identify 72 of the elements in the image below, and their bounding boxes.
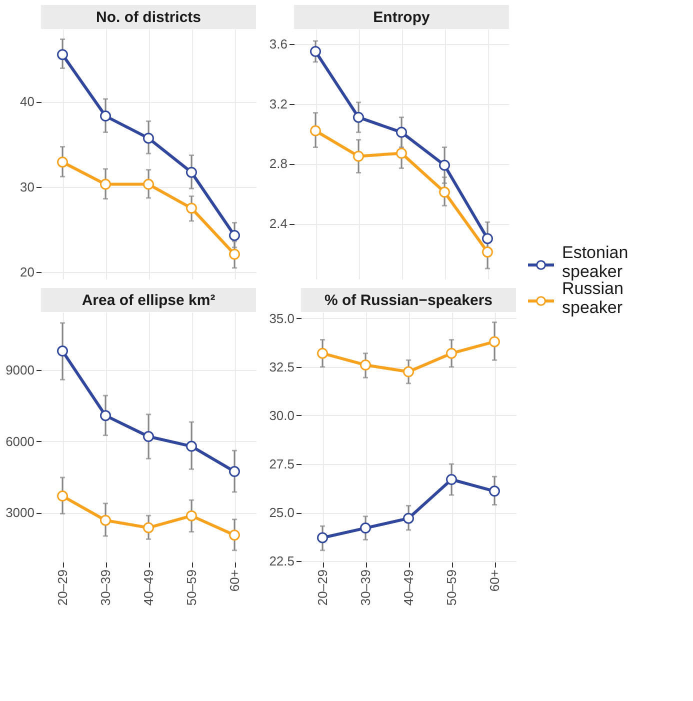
x-tick-label: 30–39: [98, 570, 113, 606]
x-tick-label: 60+: [487, 570, 502, 592]
point: [57, 156, 68, 168]
y-tick-label: 2.4: [269, 216, 288, 232]
x-tick-label: 50–59: [184, 570, 199, 606]
x-tick-label: 30–39: [358, 570, 373, 606]
y-tick-label: 3.2: [269, 96, 288, 112]
y-tick-label: 35.0: [269, 310, 294, 326]
point: [317, 532, 328, 544]
point: [143, 132, 154, 144]
y-tick-label: 6000: [6, 434, 34, 449]
point: [482, 233, 493, 244]
chart-title: Entropy: [373, 9, 430, 26]
x-tick-label: 20–29: [55, 570, 70, 606]
point: [100, 514, 111, 526]
point: [360, 360, 371, 370]
point: [396, 148, 407, 159]
y-tick-label: 30.0: [269, 408, 294, 423]
point: [229, 230, 240, 241]
point: [310, 125, 321, 136]
point: [353, 150, 364, 162]
point: [100, 110, 111, 122]
point: [143, 522, 154, 534]
point: [489, 486, 500, 497]
point: [57, 49, 68, 60]
y-tick-label: 20: [20, 264, 34, 280]
point: [439, 186, 450, 198]
point: [229, 530, 240, 541]
point: [57, 346, 68, 357]
y-tick-label: 3.6: [269, 36, 288, 52]
legend-label: Estonian speaker: [562, 243, 628, 281]
point: [100, 410, 111, 422]
y-tick-label: 27.5: [269, 456, 294, 472]
y-tick-label: 30: [20, 179, 34, 194]
chart-title: Area of ellipse km²: [82, 292, 216, 309]
x-tick-label: 40–49: [401, 570, 416, 606]
point: [353, 112, 364, 123]
y-tick-label: 3000: [6, 505, 34, 520]
y-tick-label: 2.8: [269, 156, 288, 172]
x-tick-label: 50–59: [444, 570, 459, 606]
point: [446, 348, 457, 359]
y-tick-label: 25.0: [269, 505, 294, 520]
x-tick-label: 20–29: [315, 570, 330, 606]
point: [100, 178, 111, 190]
legend-label: Russian speaker: [562, 279, 624, 317]
point: [186, 202, 197, 214]
point: [396, 126, 407, 138]
point: [310, 46, 321, 57]
y-tick-label: 9000: [6, 362, 34, 378]
point: [403, 366, 414, 378]
point: [489, 336, 500, 348]
y-tick-label: 40: [20, 94, 34, 110]
chart-title: No. of districts: [96, 9, 202, 26]
point: [229, 466, 240, 478]
point: [229, 248, 240, 260]
y-tick-label: 32.5: [269, 359, 294, 374]
point: [482, 246, 493, 258]
y-tick-label: 22.5: [269, 554, 294, 569]
point: [403, 512, 414, 524]
point: [360, 522, 371, 534]
x-tick-label: 60+: [227, 570, 242, 592]
point: [186, 440, 197, 452]
point: [143, 431, 154, 442]
x-tick-label: 40–49: [141, 570, 156, 606]
point: [186, 166, 197, 178]
point: [439, 160, 450, 171]
point: [317, 348, 328, 359]
chart-title: % of Russian−speakers: [324, 292, 492, 309]
point: [186, 510, 197, 522]
point: [446, 474, 457, 485]
point: [57, 490, 68, 502]
point: [143, 178, 154, 190]
